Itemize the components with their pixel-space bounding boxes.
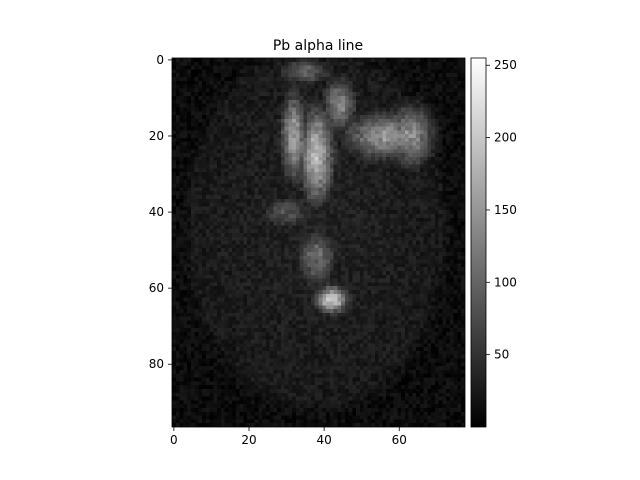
y-tick-label: 0 [156,53,164,67]
colorbar: 50 100 150 200 250 [470,57,517,428]
heatmap-image [171,57,466,428]
heatmap-pixels [172,58,465,427]
plot-frame [171,57,466,428]
x-tick-label: 60 [392,433,407,447]
colorbar-tick-label: 250 [494,58,517,72]
y-tick-label: 40 [149,205,164,219]
y-tick-label: 60 [149,281,164,295]
chart-title: Pb alpha line [273,38,363,54]
colorbar-tick-label: 100 [494,275,517,289]
colorbar-gradient [470,57,487,428]
x-tick-label: 40 [316,433,331,447]
colorbar-tick-label: 50 [494,348,509,362]
colorbar-axis: 50 100 150 200 250 [486,58,517,362]
x-tick-label: 20 [241,433,256,447]
x-axis: 0 20 40 60 [170,427,407,447]
y-tick-label: 80 [149,357,164,371]
y-axis: 0 20 40 60 80 [149,53,172,371]
y-tick-label: 20 [149,129,164,143]
x-tick-label: 0 [170,433,178,447]
colorbar-tick-label: 200 [494,131,517,145]
colorbar-tick-label: 150 [494,203,517,217]
